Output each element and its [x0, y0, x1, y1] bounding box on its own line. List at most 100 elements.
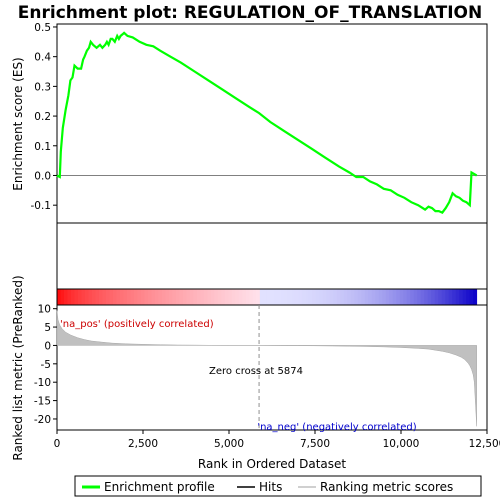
- color-bar-segment: [144, 289, 149, 305]
- color-bar-segment: [207, 289, 212, 305]
- color-bar-segment: [130, 289, 135, 305]
- color-bar-segment: [399, 289, 404, 305]
- x-tick-label: 2,500: [128, 438, 158, 450]
- color-bar-segment: [186, 289, 191, 305]
- color-bar-segment: [77, 289, 82, 305]
- metric-panel: [56, 304, 488, 431]
- color-bar-segment: [67, 289, 72, 305]
- color-bar-segment: [154, 289, 159, 305]
- x-axis: 0 2,500 5,000 7,500 10,000 12,500: [54, 430, 500, 450]
- color-bar-segment: [203, 289, 208, 305]
- color-bar-segment: [95, 289, 100, 305]
- color-bar-segment: [119, 289, 124, 305]
- color-bar-segment: [273, 289, 278, 305]
- color-bar-segment: [340, 289, 345, 305]
- color-bar-segment: [469, 289, 474, 305]
- color-bar-segment: [424, 289, 429, 305]
- es-y-tick-label: 0.5: [34, 22, 51, 34]
- x-tick-label: 0: [54, 438, 61, 450]
- color-bar-segment: [88, 289, 93, 305]
- color-bar-segment: [329, 289, 334, 305]
- color-bar-segment: [210, 289, 215, 305]
- color-bar-segment: [413, 289, 418, 305]
- color-bar-segment: [224, 289, 229, 305]
- metric-y-tick-label: -10: [34, 377, 51, 389]
- es-y-tick-label: 0.0: [34, 170, 51, 182]
- color-bar-segment: [74, 289, 79, 305]
- color-bar-segment: [151, 289, 156, 305]
- color-bar-segment: [427, 289, 432, 305]
- color-bar-segment: [172, 289, 177, 305]
- color-bar-segment: [357, 289, 362, 305]
- color-bar-segment: [242, 289, 247, 305]
- color-bar-segment: [294, 289, 299, 305]
- color-bar-segment: [284, 289, 289, 305]
- color-bar-segment: [406, 289, 411, 305]
- legend-box: [74, 475, 482, 497]
- color-bar-segment: [214, 289, 219, 305]
- color-bar-segment: [277, 289, 282, 305]
- color-bar-segment: [350, 289, 355, 305]
- color-bar-segment: [455, 289, 460, 305]
- color-bar-segment: [287, 289, 292, 305]
- chart-title: Enrichment plot: REGULATION_OF_TRANSLATI…: [18, 3, 482, 23]
- color-bar-segment: [112, 289, 117, 305]
- color-bar-segment: [189, 289, 194, 305]
- color-bar-segment: [466, 289, 471, 305]
- color-bar-segment: [473, 289, 478, 305]
- color-bar-segment: [389, 289, 394, 305]
- color-bar-segment: [256, 289, 261, 305]
- color-bar-segment: [417, 289, 422, 305]
- color-bar-segment: [462, 289, 467, 305]
- color-bar-segment: [217, 289, 222, 305]
- color-bar-segment: [322, 289, 327, 305]
- color-bar-segment: [434, 289, 439, 305]
- color-bar-segment: [200, 289, 205, 305]
- color-bar-segment: [238, 289, 243, 305]
- color-bar-segment: [91, 289, 96, 305]
- color-bar-segment: [168, 289, 173, 305]
- color-bar-segment: [459, 289, 464, 305]
- es-y-tick-label: -0.1: [31, 200, 52, 212]
- color-bar-segment: [165, 289, 170, 305]
- color-bar-segment: [140, 289, 145, 305]
- color-bar-segment: [364, 289, 369, 305]
- color-bar-segment: [438, 289, 443, 305]
- metric-y-axis: 10 5 0 -5 -10 -15 -20: [34, 304, 57, 426]
- color-bar-segment: [231, 289, 236, 305]
- metric-y-tick-label: -5: [41, 359, 51, 371]
- color-bar-segment: [312, 289, 317, 305]
- color-bar-segment: [228, 289, 233, 305]
- color-bar-segment: [98, 289, 103, 305]
- color-bar-segment: [245, 289, 250, 305]
- neg-label: 'na_neg' (negatively correlated): [257, 422, 416, 433]
- color-bar-segment: [158, 289, 163, 305]
- color-bar-segment: [396, 289, 401, 305]
- rank-color-bar: [57, 289, 478, 305]
- color-bar-segment: [266, 289, 271, 305]
- color-bar-segment: [235, 289, 240, 305]
- color-bar-segment: [375, 289, 380, 305]
- color-bar-segment: [109, 289, 114, 305]
- color-bar-segment: [259, 289, 264, 305]
- color-bar-segment: [147, 289, 152, 305]
- color-bar-segment: [354, 289, 359, 305]
- es-y-tick-label: 0.4: [34, 52, 51, 64]
- color-bar-segment: [196, 289, 201, 305]
- color-bar-segment: [385, 289, 390, 305]
- color-bar-segment: [252, 289, 257, 305]
- color-bar-segment: [298, 289, 303, 305]
- es-y-tick-label: 0.1: [34, 141, 51, 153]
- hits-panel: [56, 222, 488, 290]
- color-bar-segment: [441, 289, 446, 305]
- color-bar-segment: [368, 289, 373, 305]
- es-curve: [56, 31, 478, 214]
- color-bar-segment: [431, 289, 436, 305]
- color-bar-segment: [315, 289, 320, 305]
- color-bar-segment: [175, 289, 180, 305]
- color-bar-segment: [382, 289, 387, 305]
- color-bar-segment: [105, 289, 110, 305]
- color-bar-segment: [361, 289, 366, 305]
- legend-metric-label: Ranking metric scores: [320, 480, 453, 494]
